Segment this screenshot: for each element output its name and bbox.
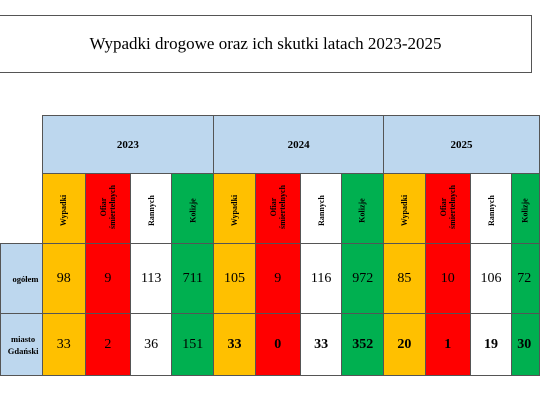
year-header-row: 2023 2024 2025 <box>0 115 540 174</box>
cell-injured-2024: 116 <box>299 243 343 314</box>
cell-injured-2023: 36 <box>129 313 173 376</box>
cell-fatalities-2024: 9 <box>254 243 301 314</box>
year-header-2025: 2025 <box>383 115 540 174</box>
table-row: ogółem 98 9 113 711 105 9 116 972 85 10 … <box>0 243 540 314</box>
year-header-2023: 2023 <box>41 115 215 174</box>
corner-blank <box>0 115 42 174</box>
statistics-table: 2023 2024 2025 Wypadki Ofiar śmiertelnyc… <box>0 115 540 376</box>
cell-accidents-2024: 105 <box>213 243 256 314</box>
cell-fatalities-2024: 0 <box>254 313 301 376</box>
cell-accidents-2024: 33 <box>213 313 256 376</box>
title-text: Wypadki drogowe oraz ich skutki latach 2… <box>89 34 442 53</box>
cell-fatalities-2023: 2 <box>84 313 131 376</box>
column-header-row: Wypadki Ofiar śmiertelnych Rannych Koliz… <box>0 173 540 244</box>
col-header-injured-2025: Rannych <box>469 173 513 244</box>
col-header-fatalities-2024: Ofiar śmiertelnych <box>254 173 301 244</box>
col-header-collisions-2025: Kolizje <box>511 173 540 244</box>
cell-accidents-2023: 33 <box>41 313 86 376</box>
cell-collisions-2024: 972 <box>341 243 385 314</box>
row-label-city: miasto Gdański <box>0 313 43 376</box>
cell-collisions-2025: 72 <box>511 243 540 314</box>
document-title: Wypadki drogowe oraz ich skutki latach 2… <box>0 15 532 73</box>
cell-injured-2025: 19 <box>469 313 513 376</box>
cell-collisions-2025: 30 <box>511 313 540 376</box>
cell-injured-2025: 106 <box>469 243 513 314</box>
cell-collisions-2024: 352 <box>341 313 385 376</box>
cell-injured-2024: 33 <box>299 313 343 376</box>
cell-injured-2023: 113 <box>129 243 173 314</box>
corner-blank-2 <box>0 173 42 244</box>
cell-collisions-2023: 151 <box>171 313 215 376</box>
col-header-accidents-2023: Wypadki <box>41 173 86 244</box>
col-header-injured-2024: Rannych <box>299 173 343 244</box>
col-header-collisions-2024: Kolizje <box>341 173 385 244</box>
col-header-accidents-2024: Wypadki <box>213 173 256 244</box>
cell-accidents-2025: 20 <box>383 313 426 376</box>
cell-accidents-2025: 85 <box>383 243 426 314</box>
cell-collisions-2023: 711 <box>171 243 215 314</box>
cell-fatalities-2025: 1 <box>424 313 471 376</box>
col-header-injured-2023: Rannych <box>129 173 173 244</box>
year-header-2024: 2024 <box>213 115 385 174</box>
col-header-accidents-2025: Wypadki <box>383 173 426 244</box>
cell-fatalities-2023: 9 <box>84 243 131 314</box>
table-row: miasto Gdański 33 2 36 151 33 0 33 352 2… <box>0 313 540 376</box>
col-header-collisions-2023: Kolizje <box>171 173 215 244</box>
col-header-fatalities-2023: Ofiar śmiertelnych <box>84 173 131 244</box>
cell-fatalities-2025: 10 <box>424 243 471 314</box>
cell-accidents-2023: 98 <box>41 243 86 314</box>
row-label-total: ogółem <box>0 243 43 314</box>
col-header-fatalities-2025: Ofiar śmiertelnych <box>424 173 471 244</box>
